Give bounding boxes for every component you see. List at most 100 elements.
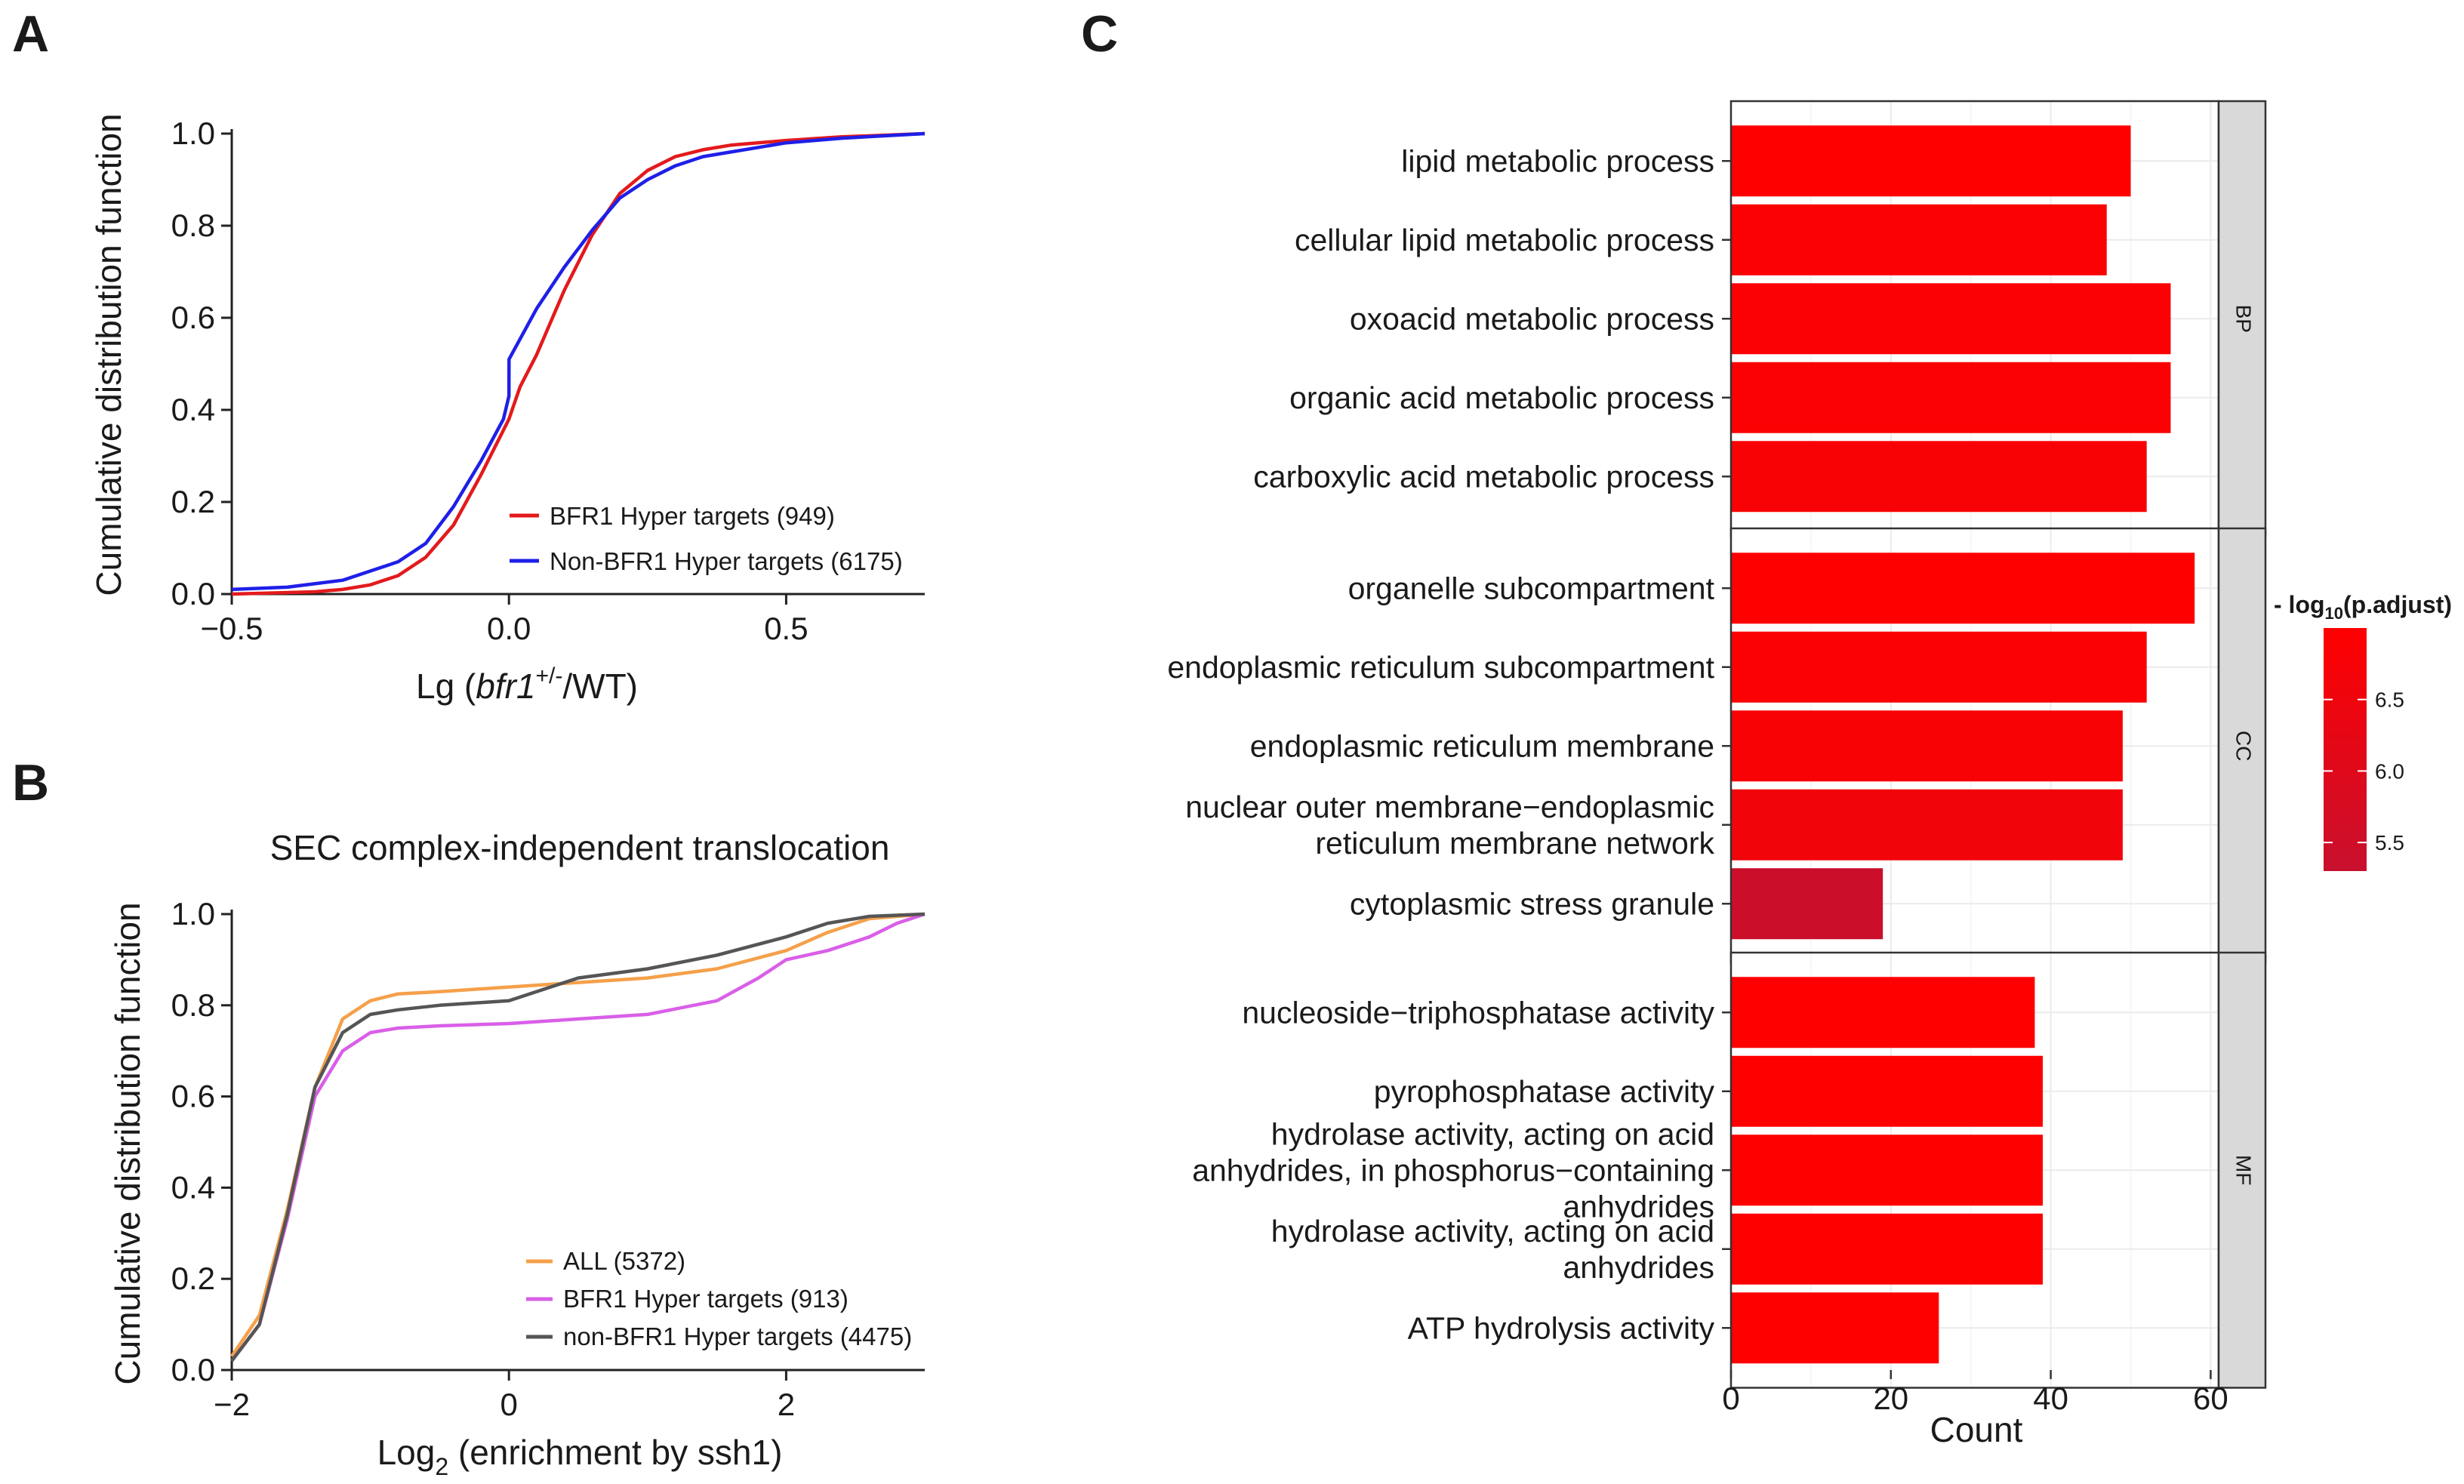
panel-b-series (230, 912, 926, 1362)
go-term-label: cytoplasmic stress granule (1350, 886, 1714, 921)
go-term-label: ATP hydrolysis activity (1408, 1310, 1715, 1345)
go-term-label: anhydrides (1563, 1189, 1714, 1224)
go-term-label: hydrolase activity, acting on acid (1271, 1116, 1714, 1151)
go-term-bar (1731, 1135, 2044, 1206)
panel-a-series (231, 131, 926, 596)
go-term-label: nuclear outer membrane−endoplasmic (1185, 790, 1714, 824)
panel-a-x-axis: −0.5 0.0 0.5 (201, 593, 925, 646)
x-tick-label: 20 (1873, 1381, 1908, 1416)
colorbar-tick-label: 6.5 (2375, 688, 2404, 712)
x-tick-label: −0.5 (201, 611, 263, 646)
facet-bp: lipid metabolic process cellular lipid me… (1253, 100, 2267, 537)
y-tick-label: 0.6 (171, 300, 215, 335)
colorbar-tick-label: 5.5 (2375, 831, 2404, 854)
y-tick-label: 0.8 (171, 987, 215, 1023)
x-tick-label: 0 (1722, 1381, 1739, 1416)
legend-label-non-bfr1: non-BFR1 Hyper targets (4475) (563, 1322, 912, 1350)
go-term-bar (1731, 631, 2147, 703)
facet-strip-label: BP (2232, 305, 2256, 333)
panel-letter-c: C (1081, 5, 1118, 63)
legend-label-bfr1: BFR1 Hyper targets (949) (550, 502, 835, 530)
facet-cc: organelle subcompartment endoplasmic reti… (1167, 527, 2267, 965)
go-term-bar (1731, 362, 2171, 433)
go-term-bar (1731, 441, 2147, 513)
panel-a-y-axis: 0.0 0.2 0.4 0.6 0.8 1.0 (171, 115, 233, 611)
go-term-label: lipid metabolic process (1401, 143, 1714, 178)
panel-c-x-axis-title: Count (1930, 1410, 2023, 1449)
go-term-label: anhydrides, in phosphorus−containing (1192, 1153, 1714, 1187)
y-tick-label: 0.2 (171, 1261, 215, 1296)
panel-letter-b: B (12, 754, 49, 811)
colorbar-tick-label: 6.0 (2375, 759, 2404, 783)
x-tick-label: 40 (2033, 1381, 2068, 1416)
go-term-bar (1731, 125, 2131, 197)
colorbar: - log10(p.adjust) 5.5 6.0 6.5 (2274, 591, 2452, 871)
panel-a-y-axis-title: Cumulative distribution function (89, 113, 128, 596)
legend-label-bfr1: BFR1 Hyper targets (913) (563, 1285, 849, 1313)
go-term-bar (1731, 710, 2123, 782)
panel-b-x-axis: −2 0 2 (214, 1369, 925, 1422)
go-term-label: oxoacid metabolic process (1350, 301, 1714, 336)
facet-strip-label: MF (2232, 1155, 2256, 1185)
colorbar-ticks: 5.5 6.0 6.5 (2324, 688, 2404, 854)
go-term-label: anhydrides (1563, 1250, 1714, 1285)
panel-c-facets: lipid metabolic process cellular lipid me… (1167, 100, 2267, 1389)
go-term-bar (1731, 868, 1883, 940)
panel-b-y-axis: 0.0 0.2 0.4 0.6 0.8 1.0 (171, 896, 233, 1387)
go-term-bar (1731, 977, 2035, 1048)
panel-b-legend: ALL (5372) BFR1 Hyper targets (913) non-… (526, 1247, 912, 1350)
go-term-label: hydrolase activity, acting on acid (1271, 1214, 1714, 1248)
panel-c-x-axis: 0 20 40 60 (1722, 1370, 2228, 1416)
facet-strip-label: CC (2232, 731, 2256, 761)
go-term-bar (1731, 204, 2107, 276)
y-tick-label: 0.6 (171, 1079, 215, 1114)
series-line-2 (230, 912, 926, 1362)
go-term-label: cellular lipid metabolic process (1295, 223, 1714, 257)
panel-letter-a: A (12, 5, 49, 63)
go-term-label: reticulum membrane network (1315, 826, 1714, 861)
panel-b-y-axis-title: Cumulative distribution function (108, 902, 147, 1384)
y-tick-label: 1.0 (171, 896, 215, 931)
go-term-bar (1731, 789, 2123, 861)
go-term-label: carboxylic acid metabolic process (1253, 459, 1714, 494)
x-tick-label: 0.5 (764, 611, 808, 646)
y-tick-label: 0.0 (171, 576, 215, 611)
panel-b-title: SEC complex-independent translocation (270, 828, 890, 867)
facet-strip (2217, 527, 2267, 965)
series-line-1 (230, 912, 926, 1362)
panel-a-x-axis-title: Lg (bfr1+/-/WT) (416, 663, 638, 706)
panel-a-legend: BFR1 Hyper targets (949) Non-BFR1 Hyper … (510, 502, 903, 575)
x-tick-label: 0 (500, 1387, 518, 1422)
colorbar-title: - log10(p.adjust) (2274, 591, 2452, 623)
go-term-label: pyrophosphatase activity (1374, 1074, 1715, 1109)
y-tick-label: 0.4 (171, 1169, 215, 1205)
go-term-label: nucleoside−triphosphatase activity (1242, 995, 1714, 1030)
go-term-label: organelle subcompartment (1348, 571, 1715, 605)
go-term-bar (1731, 1055, 2044, 1127)
panel-b-x-axis-title: Log2 (enrichment by ssh1) (377, 1433, 783, 1480)
y-tick-label: 0.2 (171, 484, 215, 519)
facet-strip (2217, 951, 2267, 1389)
panel-c-go-enrichment-chart: lipid metabolic process cellular lipid me… (1167, 100, 2452, 1449)
legend-label-non-bfr1: Non-BFR1 Hyper targets (6175) (550, 547, 903, 575)
go-term-bar (1731, 1292, 1939, 1364)
series-line-0 (231, 131, 926, 596)
go-term-label: organic acid metabolic process (1289, 380, 1714, 415)
facet-mf: nucleoside−triphosphatase activity pyroph… (1192, 951, 2267, 1389)
go-term-bar (1731, 1213, 2044, 1285)
go-term-bar (1731, 553, 2195, 624)
y-tick-label: 1.0 (171, 115, 215, 151)
legend-label-all: ALL (5372) (563, 1247, 685, 1275)
x-tick-label: 0.0 (487, 611, 531, 646)
go-term-label: endoplasmic reticulum subcompartment (1167, 650, 1714, 685)
panel-b-cdf-chart: SEC complex-independent translocation 0.… (108, 828, 926, 1480)
series-line-1 (231, 131, 926, 592)
go-term-label: endoplasmic reticulum membrane (1250, 728, 1714, 763)
y-tick-label: 0.8 (171, 208, 215, 243)
panel-a-cdf-chart: 0.00.20.40.60.81.0 −0.5 0.0 0.5 Cumulative… (89, 113, 926, 706)
y-tick-label: 0.4 (171, 392, 215, 427)
go-term-bar (1731, 283, 2171, 355)
x-tick-label: 2 (778, 1387, 795, 1422)
x-tick-label: 60 (2193, 1381, 2228, 1416)
